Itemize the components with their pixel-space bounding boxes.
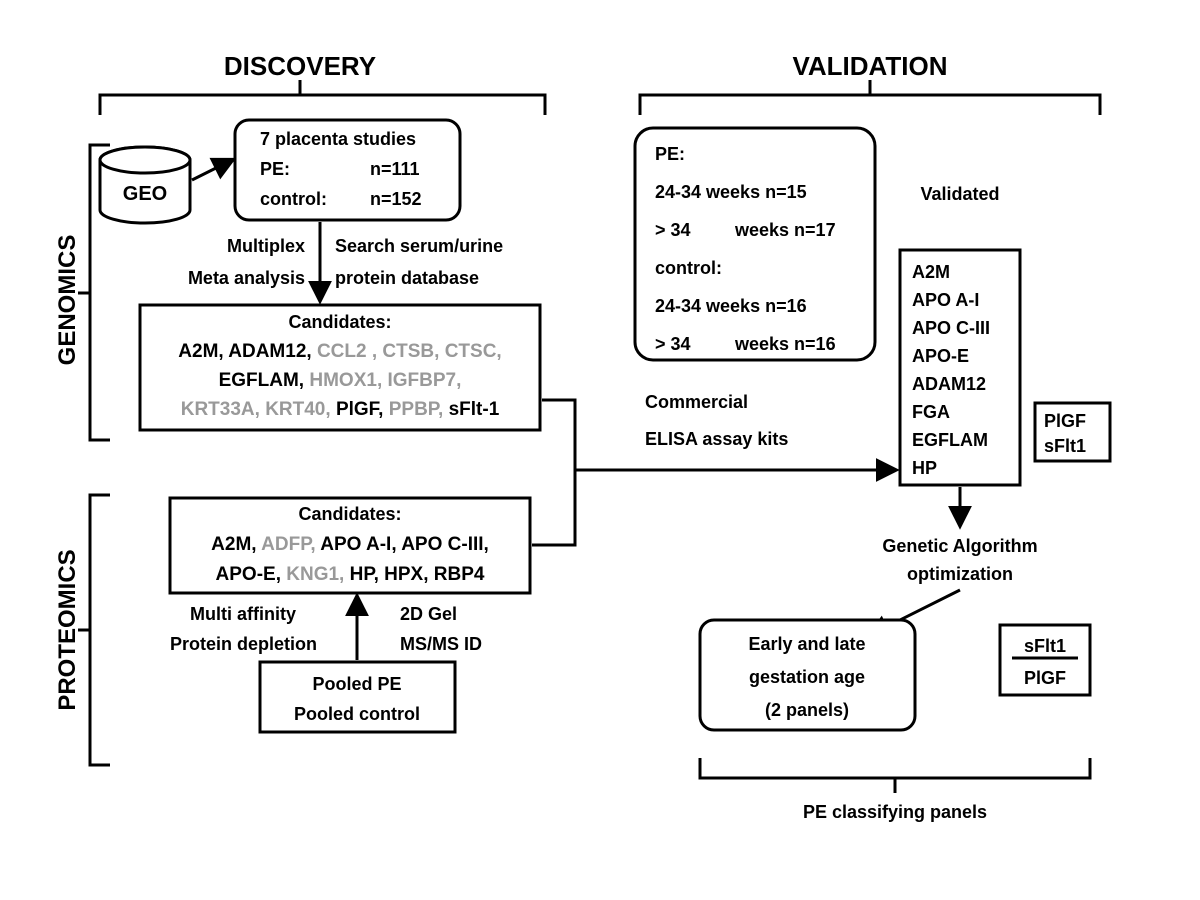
pooled-box: Pooled PE Pooled control: [260, 662, 455, 732]
result-line3: (2 panels): [765, 700, 849, 720]
pe-cohort-box: PE: 24-34 weeks n=15 > 34 weeks n=17 con…: [635, 128, 875, 360]
genomic-candidates-title: Candidates:: [288, 312, 391, 332]
msms-label: MS/MS ID: [400, 634, 482, 654]
placenta-line3b: n=152: [370, 189, 422, 209]
commercial-label: Commercial: [645, 392, 748, 412]
result-line2: gestation age: [749, 667, 865, 687]
proteomics-label: PROTEOMICS: [54, 549, 81, 710]
ratio-box: sFlt1 PlGF: [1000, 625, 1090, 695]
multiplex-label: Multiplex: [227, 236, 305, 256]
placenta-box: 7 placenta studies PE: n=111 control: n=…: [235, 120, 460, 220]
panels-label: PE classifying panels: [803, 802, 987, 822]
validation-bracket: [640, 95, 1100, 115]
plgf-sflt1-side-box: PlGF sFlt1: [1035, 403, 1110, 461]
validation-header: VALIDATION: [792, 51, 947, 81]
pe-line1: PE:: [655, 144, 685, 164]
geo-to-placenta-arrow: [192, 160, 232, 180]
ratio-bottom: PlGF: [1024, 668, 1066, 688]
candidates-merge-connector: [532, 400, 620, 545]
pooled-line1: Pooled PE: [312, 674, 401, 694]
ga-opt-label-1: Genetic Algorithm: [882, 536, 1037, 556]
pe-line3a: > 34: [655, 220, 691, 240]
validated-label: Validated: [920, 184, 999, 204]
discovery-header: DISCOVERY: [224, 51, 376, 81]
pe-line6b: weeks n=16: [734, 334, 836, 354]
elisa-label: ELISA assay kits: [645, 429, 788, 449]
workflow-diagram: DISCOVERY VALIDATION GENOMICS PROTEOMICS…: [0, 0, 1200, 900]
validated-item-4: ADAM12: [912, 374, 986, 394]
placenta-line3a: control:: [260, 189, 327, 209]
validated-item-5: FGA: [912, 402, 950, 422]
side-line1: PlGF: [1044, 411, 1086, 431]
pe-line4: control:: [655, 258, 722, 278]
discovery-bracket: [100, 95, 545, 115]
geo-cylinder: GEO: [100, 147, 190, 223]
genomics-label: GENOMICS: [54, 235, 81, 366]
pe-line2: 24-34 weeks n=15: [655, 182, 807, 202]
result-line1: Early and late: [748, 634, 865, 654]
pe-line5: 24-34 weeks n=16: [655, 296, 807, 316]
multi-affinity-label: Multi affinity: [190, 604, 296, 624]
genomic-candidates-row2: EGFLAM, HMOX1, IGFBP7,: [219, 370, 462, 391]
search2-label: protein database: [335, 268, 479, 288]
validated-item-3: APO-E: [912, 346, 969, 366]
pe-line6a: > 34: [655, 334, 691, 354]
pooled-line2: Pooled control: [294, 704, 420, 724]
side-line2: sFlt1: [1044, 436, 1086, 456]
meta-label: Meta analysis: [188, 268, 305, 288]
proteomics-bracket: [90, 495, 110, 765]
placenta-line2a: PE:: [260, 159, 290, 179]
search1-label: Search serum/urine: [335, 236, 503, 256]
validated-item-7: HP: [912, 458, 937, 478]
validated-item-2: APO C-III: [912, 318, 990, 338]
proteomic-candidates-row1: A2M, ADFP, APO A-I, APO C-III,: [211, 534, 489, 555]
geo-label: GEO: [123, 183, 167, 205]
ratio-top: sFlt1: [1024, 636, 1066, 656]
gel-label: 2D Gel: [400, 604, 457, 624]
protein-depletion-label: Protein depletion: [170, 634, 317, 654]
validated-item-0: A2M: [912, 262, 950, 282]
validated-box: A2M APO A-I APO C-III APO-E ADAM12 FGA E…: [900, 250, 1020, 485]
proteomic-candidates-title: Candidates:: [298, 504, 401, 524]
placenta-line1: 7 placenta studies: [260, 129, 416, 149]
validated-item-1: APO A-I: [912, 290, 979, 310]
proteomic-candidates-box: Candidates: A2M, ADFP, APO A-I, APO C-II…: [170, 498, 530, 593]
genomic-candidates-row3: KRT33A, KRT40, PlGF, PPBP, sFlt-1: [181, 399, 500, 420]
result-box: Early and late gestation age (2 panels): [700, 620, 915, 730]
validated-item-6: EGFLAM: [912, 430, 988, 450]
pe-line3b: weeks n=17: [734, 220, 836, 240]
ga-opt-label-2: optimization: [907, 564, 1013, 584]
genomic-candidates-box: Candidates: A2M, ADAM12, CCL2 , CTSB, CT…: [140, 305, 540, 430]
panels-bracket: [700, 758, 1090, 778]
placenta-line2b: n=111: [370, 159, 420, 179]
genomic-candidates-row1: A2M, ADAM12, CCL2 , CTSB, CTSC,: [178, 341, 501, 362]
proteomic-candidates-row2: APO-E, KNG1, HP, HPX, RBP4: [216, 564, 485, 585]
